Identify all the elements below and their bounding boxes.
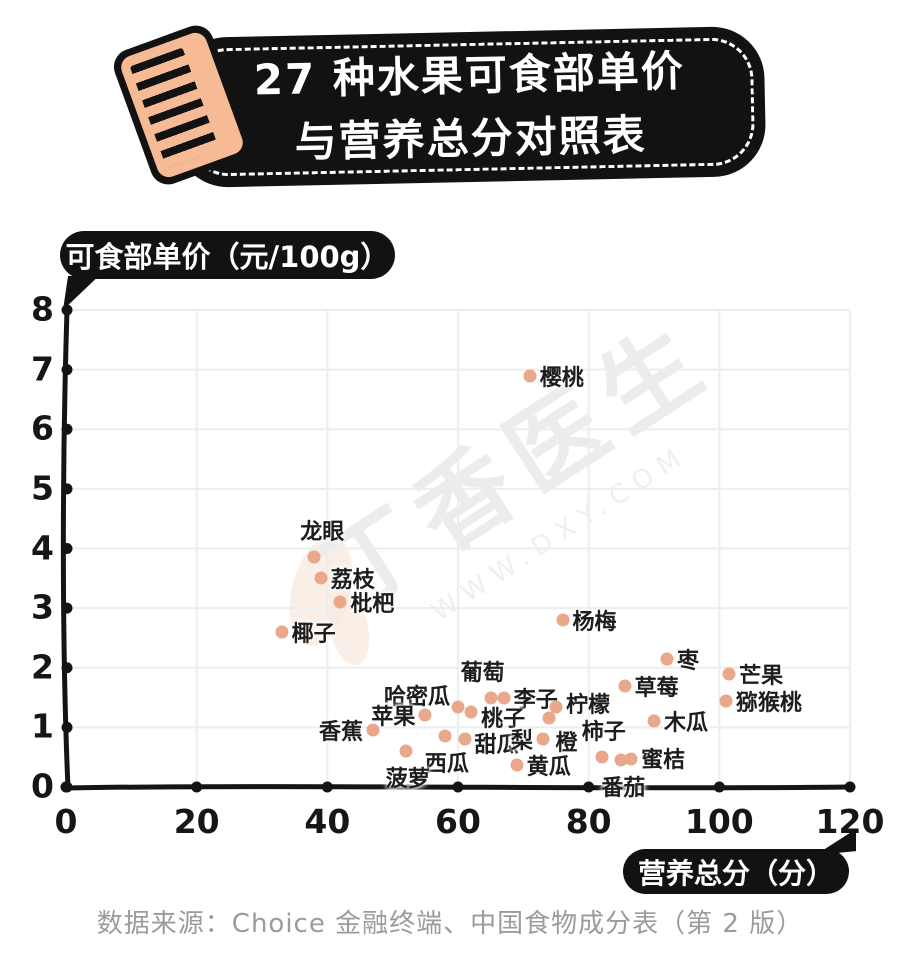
x-tick-label: 80 — [565, 802, 612, 841]
data-point — [556, 613, 570, 627]
x-tick-label: 60 — [435, 802, 481, 841]
data-point — [722, 667, 736, 681]
data-point — [275, 625, 289, 639]
data-point-label: 菠萝 — [385, 767, 430, 793]
data-point-label: 香蕉 — [319, 720, 364, 746]
x-tick-dot — [583, 781, 595, 793]
x-tick-dot — [321, 781, 333, 793]
x-tick-dot — [713, 781, 725, 793]
y-tick-label: 3 — [31, 587, 54, 627]
data-point-label: 荔枝 — [330, 568, 375, 594]
data-point-label: 樱桃 — [539, 365, 584, 391]
y-tick-dot — [61, 781, 73, 793]
x-tick-label: 0 — [54, 802, 78, 841]
data-point-label: 柿子 — [581, 720, 626, 746]
data-point — [719, 694, 733, 708]
data-point-label: 桃子 — [481, 707, 526, 733]
data-point-label: 草莓 — [634, 675, 679, 701]
y-tick-dot — [61, 662, 73, 674]
data-point — [314, 571, 328, 585]
y-tick-label: 2 — [31, 647, 54, 687]
data-point-label: 杨梅 — [572, 610, 617, 636]
data-point — [438, 729, 452, 743]
y-tick-label: 7 — [31, 349, 54, 389]
x-axis-title-bubble: 营养总分（分） — [623, 849, 849, 894]
x-tick-label: 100 — [684, 802, 754, 841]
data-point — [458, 732, 472, 746]
data-point-label: 梨 — [510, 729, 533, 755]
data-point — [418, 708, 432, 722]
data-point-label: 橙 — [555, 731, 578, 757]
data-point — [595, 750, 609, 764]
y-tick-label: 4 — [31, 528, 54, 568]
data-point — [624, 752, 638, 766]
data-point — [542, 711, 556, 725]
y-tick-dot — [61, 602, 73, 614]
data-point — [614, 753, 628, 767]
data-point — [464, 705, 478, 719]
data-point-label: 枣 — [677, 648, 700, 674]
data-point — [399, 744, 413, 758]
data-point-label: 柠檬 — [566, 692, 611, 718]
data-point — [307, 550, 321, 564]
y-tick-dot — [61, 423, 73, 435]
x-tick-dot — [452, 781, 464, 793]
y-tick-dot — [61, 543, 73, 554]
data-point-label: 木瓜 — [664, 711, 709, 737]
data-point-label: 猕猴桃 — [735, 690, 802, 716]
data-point-label: 枇杷 — [350, 592, 395, 618]
data-source: 数据来源：Choice 金融终端、中国食物成分表（第 2 版） — [96, 909, 804, 939]
x-tick-label: 20 — [173, 802, 220, 841]
y-axis-title-bubble: 可食部单价（元/100g） — [60, 231, 395, 279]
y-tick-label: 0 — [31, 766, 54, 806]
y-tick-label: 6 — [31, 408, 54, 448]
data-point — [549, 700, 563, 713]
data-point — [484, 691, 498, 705]
data-point — [366, 723, 380, 737]
data-point-label: 黄瓜 — [526, 754, 571, 780]
y-tick-label: 8 — [31, 289, 54, 329]
x-tick-label: 40 — [304, 802, 351, 841]
y-tick-label: 1 — [31, 707, 54, 747]
data-point — [510, 758, 524, 772]
data-point — [618, 679, 632, 693]
y-tick-dot — [61, 721, 73, 733]
data-point-label: 西瓜 — [424, 752, 469, 778]
data-point-label: 番茄 — [601, 776, 646, 802]
data-point — [497, 691, 511, 705]
data-point — [523, 369, 537, 383]
x-tick-dot — [191, 781, 203, 793]
data-point — [660, 652, 674, 666]
y-axis-title: 可食部单价（元/100g） — [65, 240, 390, 274]
data-point-label: 龙眼 — [300, 520, 345, 546]
data-point-label: 哈密瓜 — [383, 684, 450, 710]
data-point-label: 椰子 — [291, 621, 336, 647]
y-tick-dot — [61, 364, 73, 376]
data-point — [536, 732, 550, 746]
data-point — [333, 595, 347, 609]
data-point — [451, 700, 465, 713]
y-tick-label: 5 — [31, 468, 54, 508]
data-point-label: 蜜桔 — [641, 747, 686, 773]
data-point-label: 甜瓜 — [474, 733, 519, 759]
data-point — [647, 714, 661, 728]
y-tick-dot — [61, 483, 73, 495]
x-axis-title: 营养总分（分） — [637, 856, 834, 890]
data-point-label: 葡萄 — [460, 660, 505, 686]
x-tick-dot — [844, 781, 856, 793]
data-point-label: 芒果 — [739, 663, 784, 689]
